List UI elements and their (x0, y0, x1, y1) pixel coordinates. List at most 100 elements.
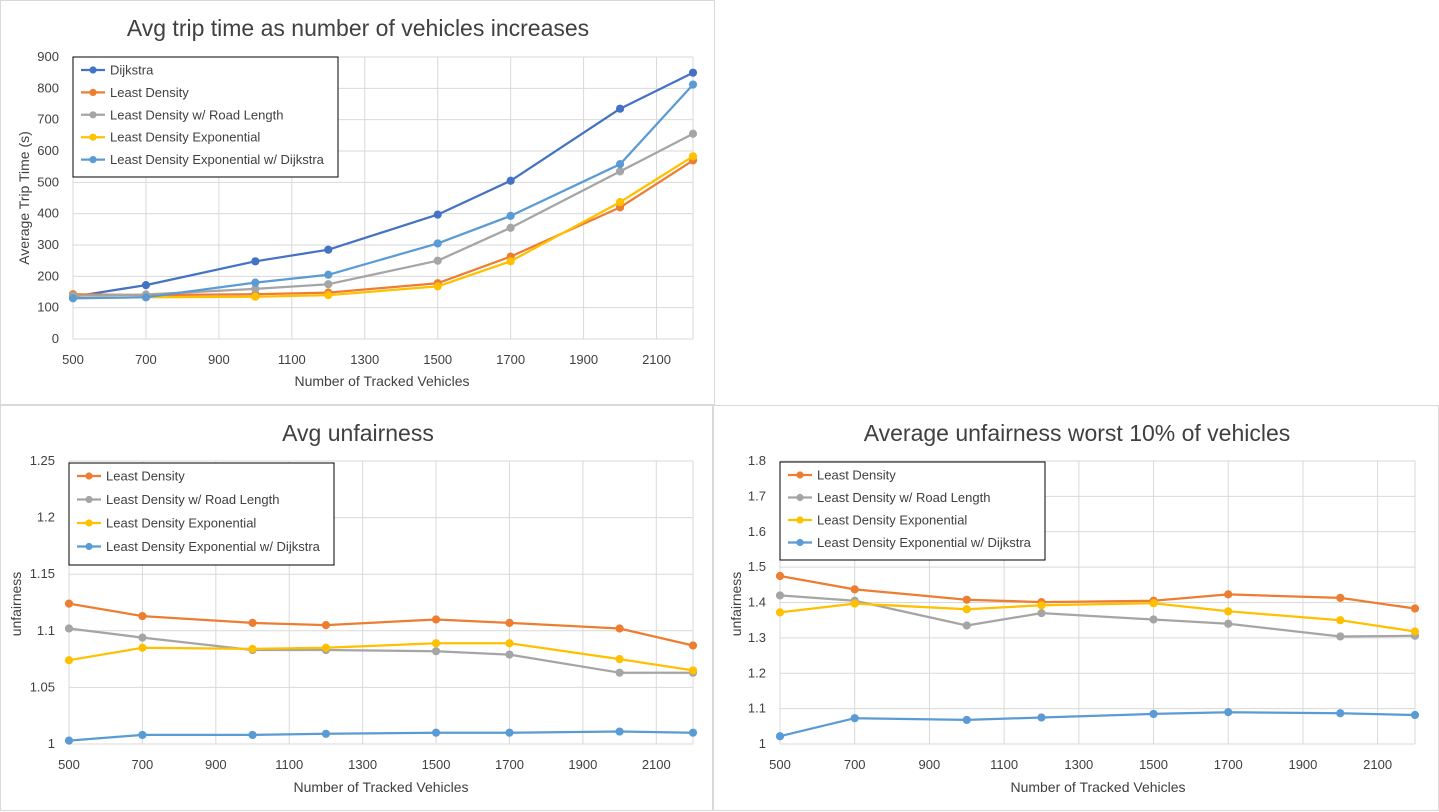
data-point (850, 585, 859, 594)
data-point (433, 282, 442, 291)
y-tick-label: 1.8 (748, 453, 766, 468)
y-tick-label: 300 (37, 237, 59, 252)
data-point (615, 727, 624, 736)
legend-label: Least Density Exponential w/ Dijkstra (110, 152, 325, 167)
data-point (1224, 607, 1233, 616)
series-0 (775, 571, 1420, 613)
data-point (1224, 590, 1233, 599)
legend-item: Least Density (77, 469, 185, 484)
data-point (64, 599, 74, 608)
x-tick-label: 2100 (1363, 757, 1392, 772)
data-point (962, 595, 971, 604)
y-axis-label: unfairness (8, 572, 24, 637)
x-tick-label: 1300 (348, 757, 377, 772)
x-axis-label: Number of Tracked Vehicles (294, 373, 469, 389)
legend-swatch-marker (85, 542, 93, 551)
data-point (138, 643, 147, 652)
x-tick-label: 700 (844, 757, 866, 772)
data-point (1224, 619, 1233, 628)
y-axis-label: Average Trip Time (s) (16, 131, 32, 265)
y-tick-label: 1.2 (37, 510, 55, 525)
data-point (775, 571, 785, 581)
data-point (321, 621, 331, 630)
data-point (688, 641, 698, 650)
data-point (138, 633, 147, 642)
legend-box (68, 462, 335, 566)
data-point (775, 608, 785, 617)
x-tick-label: 700 (132, 757, 154, 772)
legend-item: Dijkstra (81, 63, 154, 78)
data-point (962, 621, 971, 630)
data-point (850, 714, 859, 723)
x-tick-label: 900 (205, 757, 227, 772)
legend-swatch-marker (85, 495, 93, 504)
data-point (1336, 709, 1345, 718)
data-point (433, 256, 442, 265)
legend-item: Least Density Exponential (77, 516, 256, 531)
chart-title: Average unfairness worst 10% of vehicles (864, 420, 1291, 446)
series-line (779, 602, 1416, 633)
data-point (1037, 713, 1046, 722)
data-point (1410, 710, 1420, 720)
y-tick-label: 1.2 (748, 665, 766, 680)
x-tick-label: 1700 (496, 352, 525, 367)
series-1 (68, 156, 698, 300)
series-1 (64, 624, 698, 677)
x-tick-label: 700 (135, 352, 157, 367)
legend-swatch-marker (796, 538, 804, 547)
y-axis-label: unfairness (728, 572, 744, 637)
legend-swatch-marker (85, 519, 93, 527)
data-point (141, 293, 151, 302)
legend-label: Least Density Exponential (106, 516, 256, 531)
data-point (1149, 709, 1158, 719)
data-point (321, 643, 331, 652)
data-point (64, 736, 74, 745)
data-point (64, 656, 74, 665)
legend-item: Least Density Exponential w/ Dijkstra (788, 535, 1032, 550)
data-point (688, 728, 698, 737)
legend-label: Least Density w/ Road Length (817, 490, 990, 505)
data-point (433, 210, 442, 219)
legend-item: Least Density w/ Road Length (77, 492, 279, 507)
data-point (141, 281, 151, 290)
data-point (688, 129, 698, 138)
legend-item: Least Density Exponential w/ Dijkstra (81, 152, 325, 167)
y-tick-label: 1.1 (748, 701, 766, 716)
legend-label: Least Density (817, 468, 896, 483)
data-point (615, 104, 625, 113)
data-point (248, 730, 257, 740)
legend-item: Least Density Exponential w/ Dijkstra (77, 539, 321, 554)
y-tick-label: 1 (48, 736, 55, 751)
legend-label: Least Density w/ Road Length (110, 107, 283, 122)
y-tick-label: 600 (37, 143, 59, 158)
x-tick-label: 1900 (568, 757, 597, 772)
data-point (1336, 632, 1345, 641)
legend-item: Least Density (788, 468, 896, 483)
data-point (615, 160, 625, 169)
x-tick-label: 1500 (422, 757, 451, 772)
series-3 (64, 727, 698, 745)
legend-label: Least Density Exponential w/ Dijkstra (817, 535, 1032, 550)
legend-item: Least Density w/ Road Length (788, 490, 990, 505)
x-tick-label: 1300 (1064, 757, 1093, 772)
x-tick-label: 1500 (1139, 757, 1168, 772)
x-tick-label: 1900 (569, 352, 598, 367)
series-1 (775, 591, 1420, 641)
data-point (251, 257, 260, 266)
legend: Dijkstra Least Density Least Density w/ Ro… (72, 56, 339, 178)
series-3 (775, 708, 1420, 741)
legend-label: Least Density (106, 469, 185, 484)
data-point (850, 599, 859, 608)
y-tick-label: 400 (37, 206, 59, 221)
y-tick-label: 800 (37, 80, 59, 95)
x-tick-label: 1500 (423, 352, 452, 367)
series-line (68, 602, 694, 647)
data-point (775, 591, 785, 600)
x-tick-label: 1900 (1288, 757, 1317, 772)
legend-label: Least Density (110, 85, 189, 100)
x-tick-label: 900 (208, 352, 230, 367)
chart-panel-trip-time: Avg trip time as number of vehicles incr… (0, 0, 715, 405)
legend-item: Least Density (81, 85, 189, 100)
data-point (506, 211, 515, 220)
data-point (506, 223, 515, 232)
